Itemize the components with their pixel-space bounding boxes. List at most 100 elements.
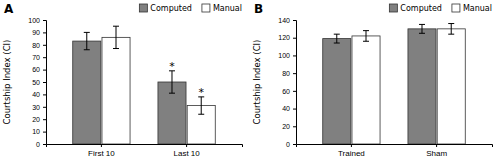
- y-tick-mark: [293, 144, 296, 145]
- error-bar: [448, 24, 454, 35]
- y-axis-line: [293, 21, 297, 145]
- x-tick: Sham: [426, 144, 447, 158]
- x-tick-mark: [186, 144, 187, 147]
- y-tick-mark: [293, 91, 296, 92]
- x-tick-label: Trained: [338, 149, 365, 158]
- error-cap: [363, 41, 369, 42]
- y-tick-mark: [43, 119, 46, 120]
- y-tick-label: 140: [278, 17, 290, 24]
- plot-area: [73, 26, 216, 144]
- bar-series: [352, 24, 465, 144]
- y-tick-mark: [43, 57, 46, 58]
- bar-series: [102, 26, 215, 144]
- y-tick-label: 0: [286, 141, 290, 148]
- y-tick: 40: [32, 91, 46, 98]
- y-tick: 30: [32, 104, 46, 111]
- legend-swatch: [202, 4, 210, 12]
- y-tick: 20: [32, 116, 46, 123]
- chart-root: ** 0 10 20 30 40 50 60 70 80 90 100 First 10 Last 10 C…: [0, 0, 500, 161]
- error-bar: [334, 34, 340, 43]
- y-tick-mark: [43, 20, 46, 21]
- error-line: [336, 34, 337, 43]
- y-axis-line: [43, 21, 47, 145]
- legend-item: Manual: [202, 4, 242, 13]
- bar: [73, 41, 101, 144]
- error-cap: [113, 26, 119, 27]
- panel: ** 0 10 20 30 40 50 60 70 80 90 100 First 10 Last 10: [28, 17, 242, 158]
- error-cap: [84, 49, 90, 50]
- y-axis-title: Courtship Index (CI): [252, 40, 262, 125]
- panel-title: B: [254, 2, 263, 16]
- legend-item: Computed: [389, 4, 442, 13]
- x-tick: Trained: [338, 144, 365, 158]
- legend-label: Computed: [400, 4, 442, 13]
- bar-series: [323, 24, 436, 144]
- legend: Computed Manual: [389, 4, 492, 13]
- error-bar: [419, 24, 425, 33]
- x-tick-mark: [101, 144, 102, 147]
- y-tick: 70: [32, 54, 46, 61]
- y-tick: 20: [282, 123, 296, 130]
- y-tick-label: 100: [28, 17, 40, 24]
- y-axis: 020406080100120140: [278, 17, 296, 148]
- error-cap: [419, 24, 425, 25]
- legend-label: Manual: [213, 4, 242, 13]
- y-axis-title: Courtship Index (CI): [2, 40, 12, 125]
- plot-area: [323, 24, 466, 144]
- y-tick-label: 50: [32, 79, 40, 86]
- y-tick-mark: [43, 32, 46, 33]
- x-tick-mark: [436, 144, 437, 147]
- x-tick-label: First 10: [88, 149, 115, 158]
- bar-series: [73, 32, 186, 144]
- y-tick-label: 60: [32, 66, 40, 73]
- error-line: [451, 24, 452, 35]
- y-tick-mark: [293, 55, 296, 56]
- y-tick: 0: [286, 141, 296, 148]
- panel: 020406080100120140TrainedSham: [278, 17, 492, 158]
- annotations: **: [169, 60, 204, 99]
- error-bar: [363, 31, 369, 42]
- y-tick-label: 40: [32, 91, 40, 98]
- legend-swatch: [389, 4, 397, 12]
- error-cap: [113, 48, 119, 49]
- y-tick: 10: [32, 128, 46, 135]
- error-cap: [198, 114, 204, 115]
- x-tick: First 10: [88, 144, 115, 158]
- y-tick: 100: [28, 17, 46, 24]
- error-bar: [84, 32, 90, 49]
- x-axis: First 10 Last 10: [47, 144, 243, 158]
- y-tick-label: 0: [36, 141, 40, 148]
- legend-label: Manual: [463, 4, 492, 13]
- error-bar: [198, 97, 204, 114]
- panel-title: A: [4, 2, 14, 16]
- y-tick: 0: [36, 141, 46, 148]
- y-tick: 90: [32, 29, 46, 36]
- y-tick-label: 70: [32, 54, 40, 61]
- error-line: [366, 31, 367, 42]
- y-tick: 80: [32, 42, 46, 49]
- x-tick-label: Last 10: [173, 149, 200, 158]
- y-tick: 50: [32, 79, 46, 86]
- error-cap: [334, 34, 340, 35]
- y-tick-mark: [293, 126, 296, 127]
- error-line: [421, 24, 422, 33]
- y-tick: 40: [282, 105, 296, 112]
- error-cap: [448, 34, 454, 35]
- significance-label: *: [198, 86, 204, 99]
- bar: [408, 29, 436, 144]
- x-tick-label: Sham: [426, 149, 447, 158]
- x-axis-line: [47, 145, 243, 148]
- y-tick-mark: [43, 144, 46, 145]
- legend: Computed Manual: [139, 4, 242, 13]
- error-cap: [169, 93, 175, 94]
- y-tick-label: 80: [282, 70, 290, 77]
- y-tick-label: 60: [282, 88, 290, 95]
- y-tick-label: 20: [32, 116, 40, 123]
- legend-item: Manual: [452, 4, 492, 13]
- y-tick-mark: [293, 109, 296, 110]
- y-tick-label: 80: [32, 42, 40, 49]
- y-tick-label: 100: [278, 52, 290, 59]
- y-tick-label: 40: [282, 105, 290, 112]
- y-tick-mark: [293, 73, 296, 74]
- legend-item: Computed: [139, 4, 192, 13]
